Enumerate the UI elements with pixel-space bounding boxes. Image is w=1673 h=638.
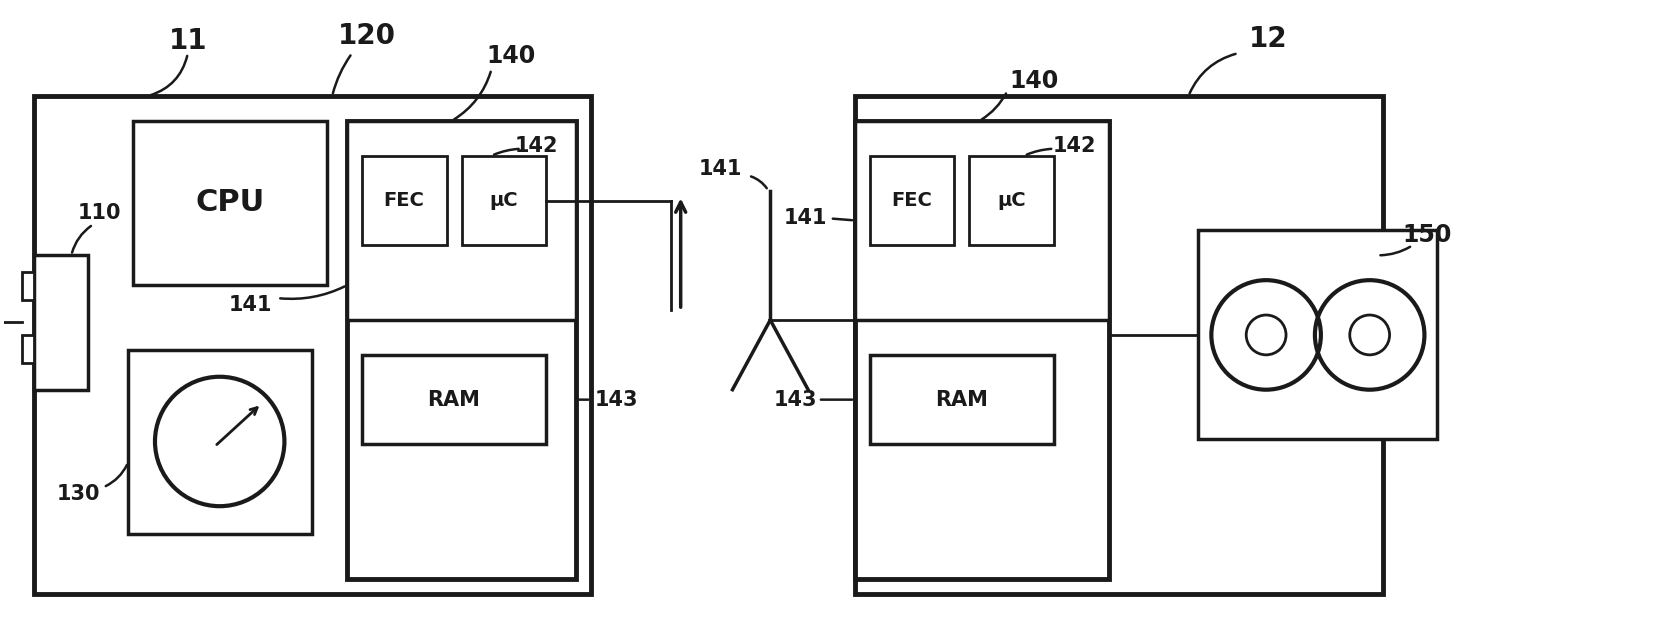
Bar bbox=[870, 355, 1054, 445]
Bar bbox=[361, 156, 447, 246]
Bar bbox=[462, 156, 545, 246]
Text: 120: 120 bbox=[338, 22, 397, 50]
Text: 143: 143 bbox=[594, 390, 637, 410]
Text: 130: 130 bbox=[57, 484, 100, 504]
Bar bbox=[33, 96, 591, 594]
Text: 141: 141 bbox=[229, 295, 273, 315]
Text: RAM: RAM bbox=[935, 390, 987, 410]
Bar bbox=[346, 121, 576, 579]
Text: RAM: RAM bbox=[427, 390, 480, 410]
Text: 142: 142 bbox=[514, 136, 557, 156]
Text: 141: 141 bbox=[698, 159, 741, 179]
Text: 11: 11 bbox=[169, 27, 207, 56]
Text: μC: μC bbox=[997, 191, 1026, 210]
Text: 140: 140 bbox=[1009, 69, 1057, 93]
Text: FEC: FEC bbox=[383, 191, 423, 210]
Text: 140: 140 bbox=[487, 44, 535, 68]
Text: CPU: CPU bbox=[196, 188, 264, 217]
Bar bbox=[361, 355, 545, 445]
Bar bbox=[22, 272, 33, 300]
Text: 110: 110 bbox=[77, 204, 120, 223]
Text: 150: 150 bbox=[1402, 223, 1450, 248]
Text: 143: 143 bbox=[773, 390, 816, 410]
Bar bbox=[855, 121, 1108, 320]
Text: 12: 12 bbox=[1248, 26, 1287, 53]
Bar bbox=[855, 96, 1382, 594]
Bar bbox=[129, 350, 313, 534]
Bar bbox=[22, 335, 33, 363]
Text: FEC: FEC bbox=[890, 191, 932, 210]
Bar bbox=[1198, 230, 1437, 440]
Bar bbox=[132, 121, 326, 285]
Bar bbox=[969, 156, 1054, 246]
Bar bbox=[346, 121, 576, 320]
Text: 142: 142 bbox=[1052, 136, 1096, 156]
Text: 141: 141 bbox=[783, 209, 826, 228]
Bar bbox=[33, 255, 89, 390]
Bar bbox=[870, 156, 954, 246]
Bar bbox=[855, 121, 1108, 579]
Text: μC: μC bbox=[489, 191, 517, 210]
